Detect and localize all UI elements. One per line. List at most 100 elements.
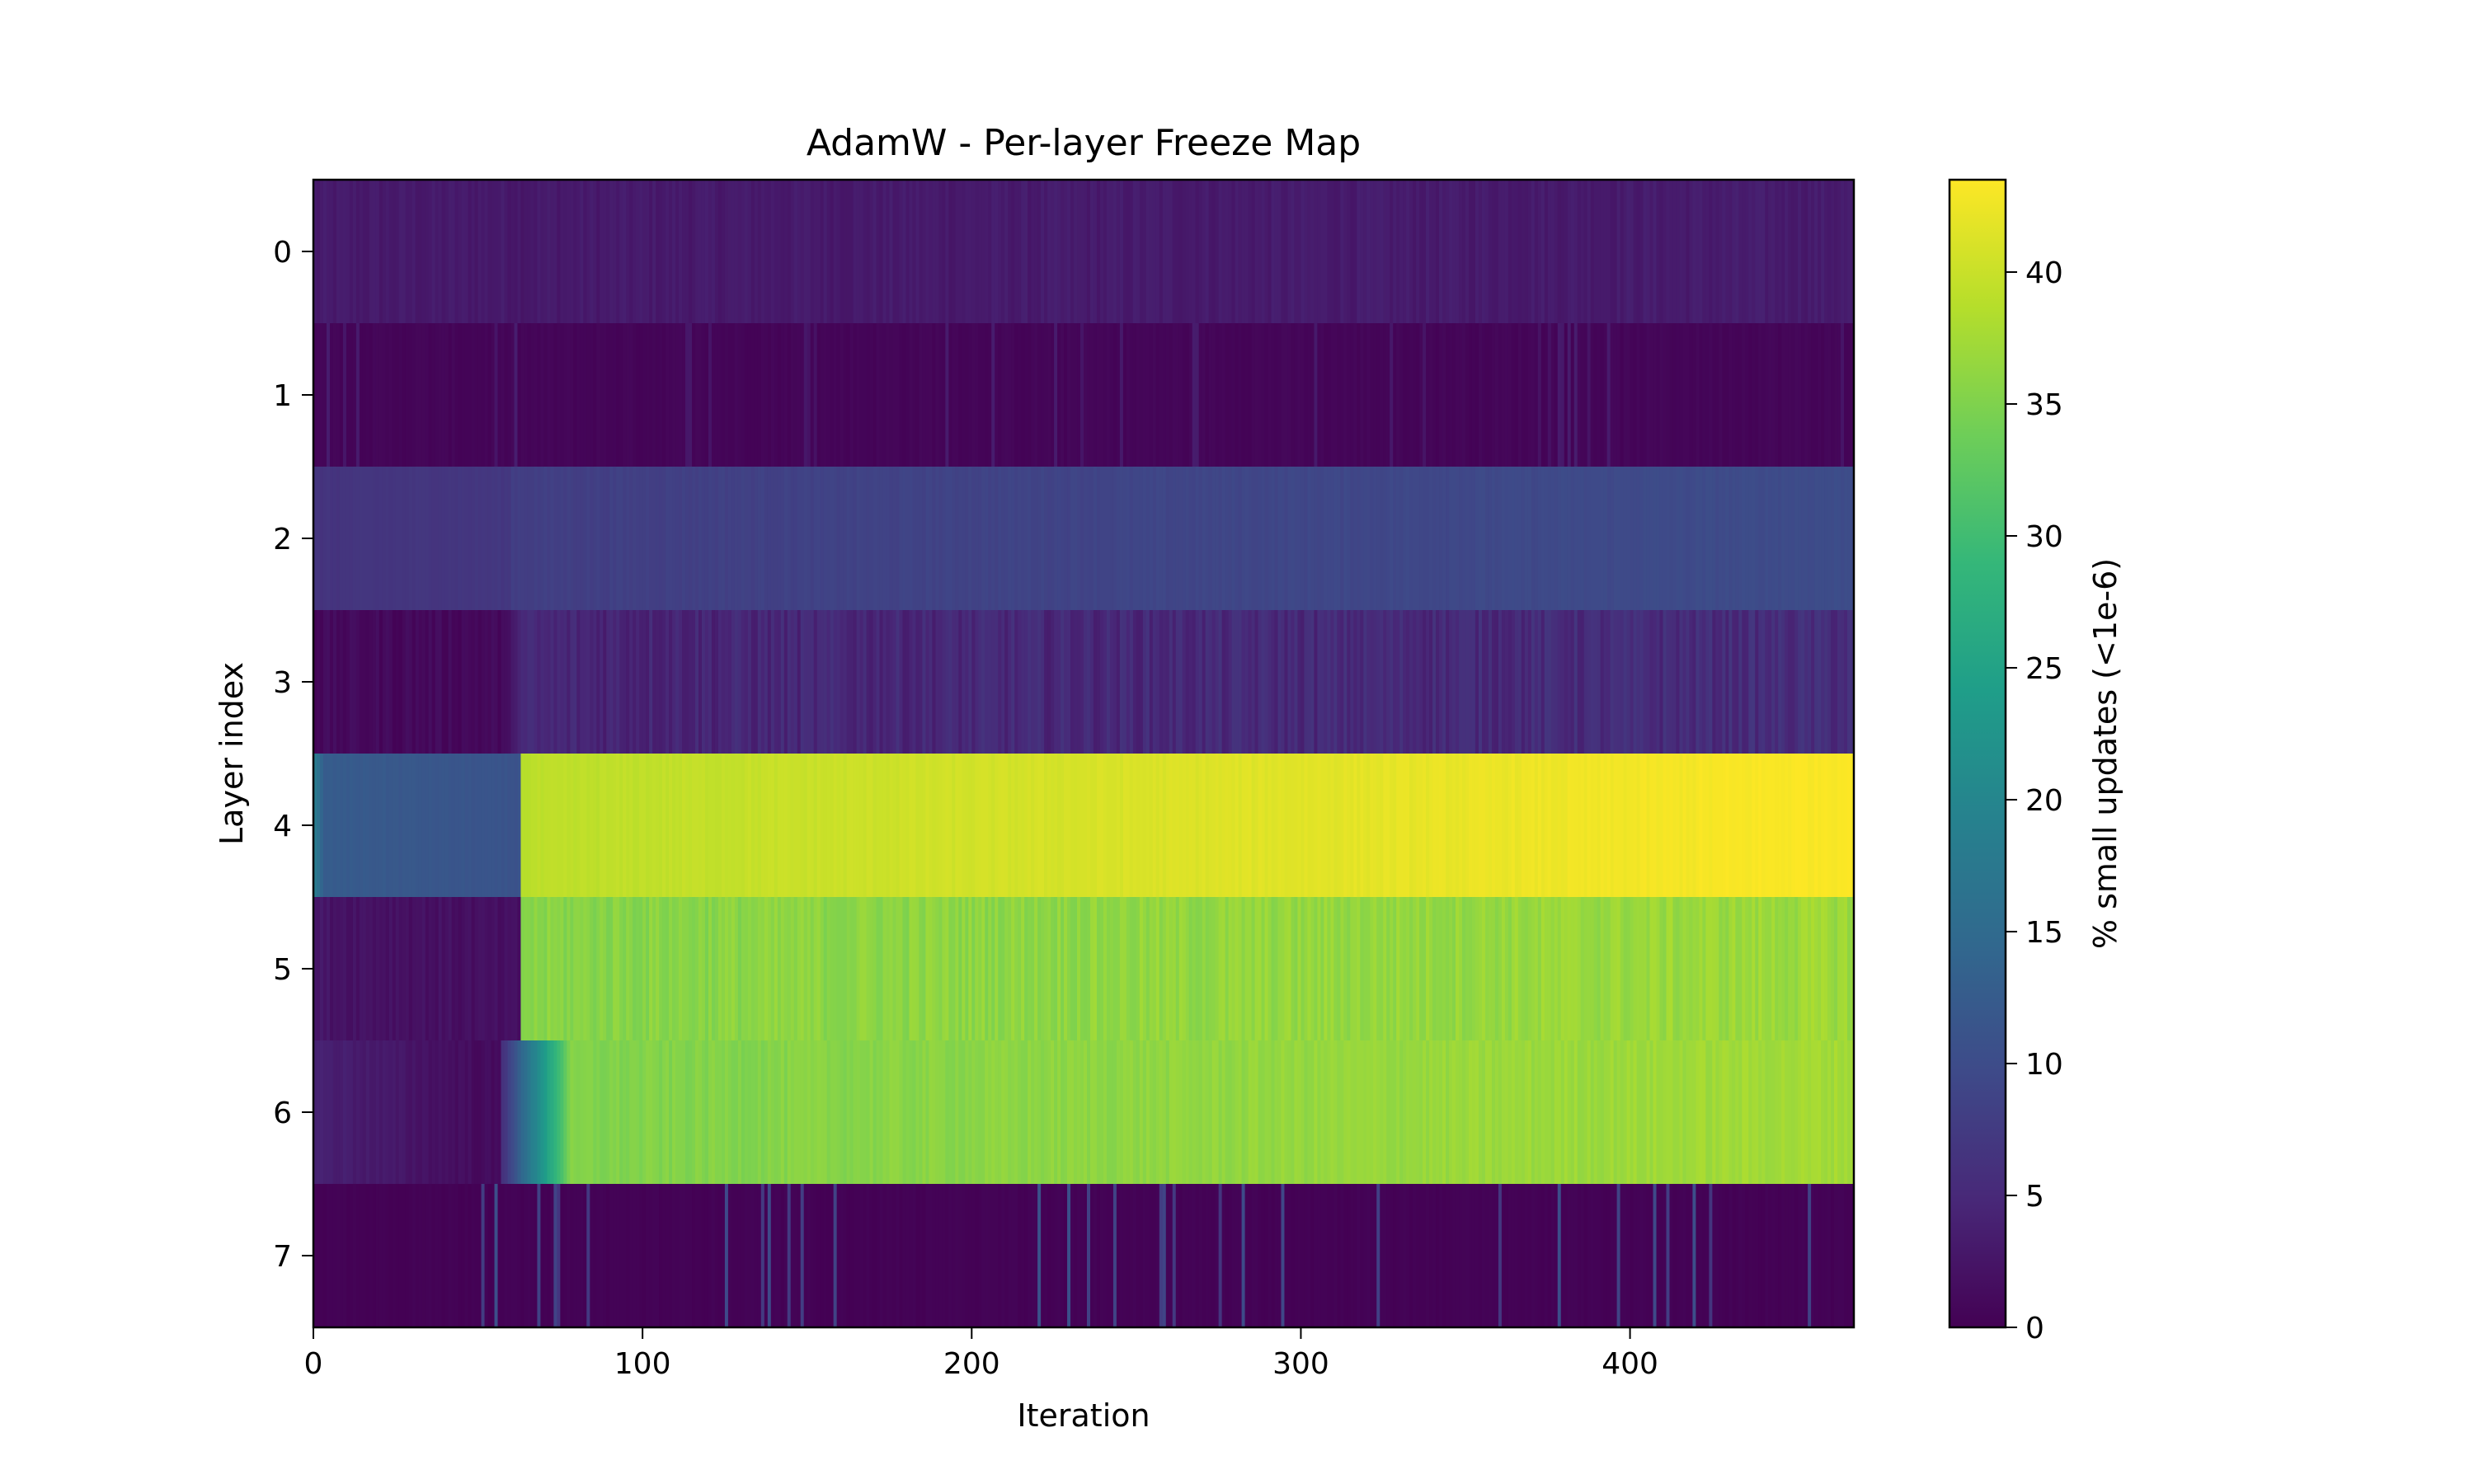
heatmap-cell <box>1729 1184 1733 1328</box>
heatmap-cell <box>1524 1184 1529 1328</box>
heatmap-cell <box>1583 323 1588 467</box>
heatmap-cell <box>682 467 686 611</box>
heatmap-cell <box>1686 754 1691 898</box>
heatmap-cell <box>896 467 901 611</box>
heatmap-cell <box>1070 180 1075 324</box>
heatmap-cell <box>504 467 509 611</box>
heatmap-cell <box>945 467 949 611</box>
heatmap-cell <box>636 1040 640 1185</box>
heatmap-cell <box>1231 897 1236 1041</box>
heatmap-cell <box>606 467 610 611</box>
heatmap-cell <box>322 323 327 467</box>
heatmap-cell <box>790 1040 795 1185</box>
heatmap-cell <box>905 467 910 611</box>
heatmap-cell <box>1653 754 1658 898</box>
heatmap-cell <box>1814 1184 1818 1328</box>
heatmap-cell <box>1517 323 1522 467</box>
heatmap-cell <box>600 897 604 1041</box>
heatmap-cell <box>849 897 854 1041</box>
heatmap-cell <box>899 897 904 1041</box>
heatmap-cell <box>1031 754 1035 898</box>
heatmap-cell <box>714 897 719 1041</box>
heatmap-cell <box>886 897 891 1041</box>
heatmap-cell <box>355 180 360 324</box>
heatmap-cell <box>1264 610 1269 754</box>
heatmap-cell <box>1696 323 1700 467</box>
heatmap-cell <box>1702 1040 1706 1185</box>
heatmap-cell <box>507 754 512 898</box>
heatmap-cell <box>1205 180 1210 324</box>
heatmap-cell <box>1162 180 1167 324</box>
heatmap-cell <box>1475 754 1479 898</box>
heatmap-cell <box>1804 754 1808 898</box>
heatmap-cell <box>619 180 623 324</box>
heatmap-cell <box>425 897 430 1041</box>
heatmap-cell <box>626 897 630 1041</box>
heatmap-cell <box>1544 180 1549 324</box>
heatmap-cell <box>1679 180 1684 324</box>
heatmap-cell <box>1182 1184 1187 1328</box>
heatmap-cell <box>1729 180 1733 324</box>
heatmap-cell <box>372 1040 377 1185</box>
heatmap-cell <box>524 1040 529 1185</box>
heatmap-cell <box>1798 610 1802 754</box>
heatmap-cell <box>1600 1040 1605 1185</box>
heatmap-cell <box>1656 467 1661 611</box>
heatmap-cell <box>1202 1184 1206 1328</box>
heatmap-cell <box>1765 467 1769 611</box>
heatmap-cell <box>421 1184 426 1328</box>
heatmap-cell <box>448 1040 453 1185</box>
heatmap-cell <box>767 754 772 898</box>
heatmap-cell <box>1014 610 1018 754</box>
heatmap-cell <box>1712 754 1716 898</box>
heatmap-cell <box>649 1184 653 1328</box>
heatmap-cell <box>1419 1040 1423 1185</box>
heatmap-cell <box>560 1184 564 1328</box>
heatmap-cell <box>609 1184 614 1328</box>
heatmap-cell <box>1277 180 1282 324</box>
heatmap-cell <box>421 180 426 324</box>
heatmap-cell <box>1847 180 1851 324</box>
heatmap-cell <box>458 1040 463 1185</box>
heatmap-cell <box>1729 610 1733 754</box>
heatmap-cell <box>1304 754 1309 898</box>
heatmap-cell <box>1484 1040 1489 1185</box>
heatmap-cell <box>1488 1184 1493 1328</box>
heatmap-cell <box>1732 467 1736 611</box>
heatmap-cell <box>497 1040 502 1185</box>
heatmap-cell <box>1439 180 1443 324</box>
heatmap-cell <box>507 610 512 754</box>
heatmap-cell <box>570 897 574 1041</box>
heatmap-cell <box>1051 1040 1055 1185</box>
heatmap-cell <box>945 1184 949 1328</box>
heatmap-cell <box>1139 610 1144 754</box>
heatmap-cell <box>461 1184 466 1328</box>
heatmap-cell <box>1801 610 1805 754</box>
heatmap-cell <box>896 1184 901 1328</box>
heatmap-cell <box>385 610 390 754</box>
heatmap-cell <box>995 323 999 467</box>
heatmap-cell <box>1491 897 1496 1041</box>
heatmap-cell <box>375 180 380 324</box>
heatmap-cell <box>1636 754 1641 898</box>
heatmap-cell <box>379 323 383 467</box>
heatmap-cell <box>1228 754 1233 898</box>
heatmap-cell <box>557 1184 561 1328</box>
heatmap-cell <box>412 323 416 467</box>
heatmap-cell <box>415 323 420 467</box>
heatmap-cell <box>1775 610 1779 754</box>
heatmap-cell <box>1686 897 1691 1041</box>
heatmap-cell <box>1172 897 1177 1041</box>
heatmap-cell <box>1037 1184 1042 1328</box>
heatmap-cell <box>633 180 637 324</box>
heatmap-cell <box>1534 897 1539 1041</box>
heatmap-cell <box>1215 1184 1220 1328</box>
heatmap-cell <box>537 1040 542 1185</box>
y-tick-label: 5 <box>273 953 292 987</box>
heatmap-cell <box>807 1184 811 1328</box>
heatmap-cell <box>603 180 607 324</box>
heatmap-cell <box>872 180 877 324</box>
heatmap-cell <box>1024 180 1028 324</box>
heatmap-cell <box>1554 754 1559 898</box>
